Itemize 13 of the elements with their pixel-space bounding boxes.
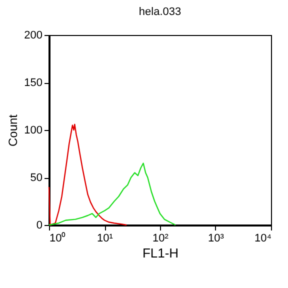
- y-tick-label: 0: [36, 220, 42, 232]
- x-tick-label: 10³: [208, 232, 224, 244]
- x-tick-label: 10⁴: [254, 232, 272, 244]
- x-tick-label: 10¹: [97, 232, 114, 244]
- chart-title: hela.033: [138, 6, 182, 18]
- y-axis-title: Count: [6, 114, 20, 147]
- x-tick-label: 10⁰: [50, 232, 66, 244]
- y-tick-label: 150: [24, 77, 42, 89]
- y-tick-label: 50: [30, 172, 42, 184]
- y-tick-label: 200: [24, 30, 42, 42]
- x-tick-label: 10²: [152, 232, 169, 244]
- x-axis-title: FL1-H: [142, 246, 179, 260]
- y-tick-label: 100: [24, 124, 42, 136]
